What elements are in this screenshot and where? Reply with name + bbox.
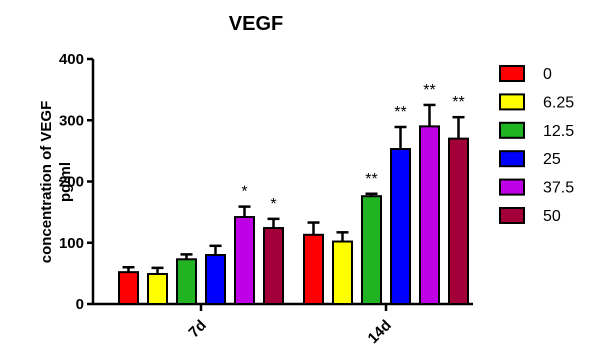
bar [118,271,139,305]
y-tick-label: 0 [76,296,84,313]
x-tick-label: 7d [185,317,209,341]
legend-label: 0 [543,66,552,83]
legend-swatch [499,121,525,139]
bar [361,195,382,305]
legend: 0 6.25 12.5 25 37.5 50 [499,65,574,225]
bar [390,148,411,305]
y-tick-label: 200 [59,174,84,191]
y-tick-label: 300 [59,112,84,129]
legend-label: 37.5 [543,180,574,197]
legend-swatch [499,93,525,111]
y-tick-label: 100 [59,235,84,252]
y-tick-label: 400 [59,51,84,68]
bar [332,240,353,305]
chart-title: VEGF [229,13,283,35]
y-axis-label-line-2: pg/ml [57,162,74,202]
bar [303,233,324,306]
significance-mark: ** [423,82,435,99]
bar [234,216,255,305]
significance-mark: ** [365,171,377,188]
legend-label: 6.25 [543,94,574,111]
bar [147,272,168,305]
legend-swatch [499,150,525,168]
legend-label: 50 [543,208,561,225]
significance-mark: * [270,196,276,213]
bar [263,227,284,305]
y-axis-label-line-1: concentration of VEGF [38,101,55,264]
bar [205,254,226,305]
significance-mark: ** [394,104,406,121]
significance-mark: ** [452,94,464,111]
y-axis-label: concentration of VEGF pg/ml [38,101,74,264]
legend-swatch [499,178,525,196]
legend-swatch [499,207,525,224]
x-tick-label: 14d [365,317,395,347]
bar [419,125,440,305]
significance-mark: * [241,184,247,201]
bar [176,258,197,306]
legend-label: 25 [543,151,561,168]
legend-label: 12.5 [543,123,574,140]
bar [448,137,469,305]
legend-swatch [499,65,525,82]
